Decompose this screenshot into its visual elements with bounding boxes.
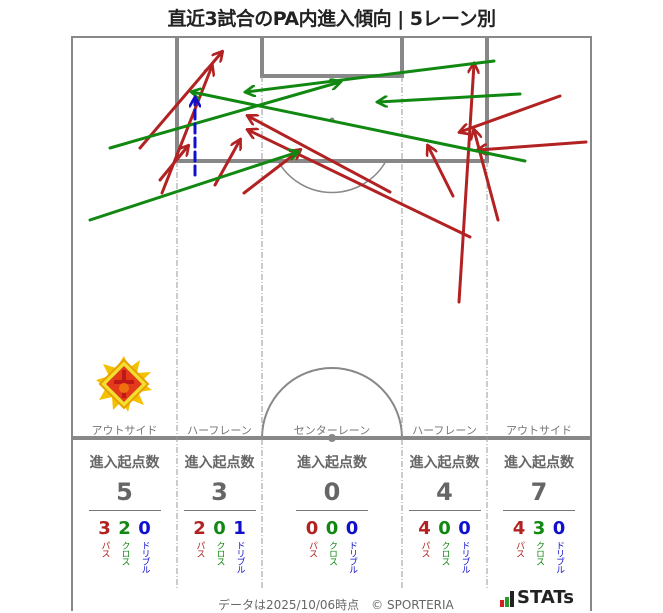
dribble-count: 0	[345, 518, 359, 539]
stat-breakdown: 4 パス 3 クロス 0 ドリブル	[487, 518, 591, 574]
pass-count: 4	[418, 518, 431, 539]
cross-label: クロス	[534, 541, 544, 565]
stat-heading: 進入起点数	[89, 455, 160, 471]
pass-count: 2	[193, 518, 206, 539]
stat-heading: 進入起点数	[409, 455, 480, 471]
dribble-count: 0	[458, 518, 471, 539]
lane-label-center: センターレーン	[293, 424, 371, 437]
stat-total: 0	[323, 478, 341, 506]
dribble-count: 0	[138, 518, 151, 539]
dribble-label: ドリブル	[554, 541, 564, 573]
stats-logo: STATs	[500, 589, 574, 607]
pass-count: 0	[305, 518, 319, 539]
penalty-arc	[277, 160, 387, 194]
pass-arrow	[428, 146, 455, 198]
divider	[503, 510, 575, 511]
pass-label: パス	[514, 541, 524, 557]
dribble-label: ドリブル	[139, 541, 150, 573]
pass-label: パス	[419, 541, 430, 557]
pass-count: 4	[512, 518, 526, 539]
lane-label-outside-right: アウトサイド	[506, 424, 572, 437]
cross-count: 0	[325, 518, 339, 539]
bar-chart-icon	[500, 591, 514, 607]
pass-arrow	[242, 150, 300, 195]
stat-breakdown: 4 パス 0 クロス 0 ドリブル	[402, 518, 487, 574]
dribble-label: ドリブル	[459, 541, 470, 573]
lane-stats-halfspace-right: 進入起点数 4 4 パス 0 クロス 0 ドリブル	[402, 452, 487, 573]
cross-label: クロス	[214, 541, 225, 565]
pass-arrow	[478, 140, 588, 150]
center-spot	[328, 434, 336, 442]
cross-arrow	[378, 92, 522, 102]
pass-label: パス	[99, 541, 110, 557]
club-emblem-icon	[96, 356, 152, 412]
pass-label: パス	[194, 541, 205, 557]
logo-text: STATs	[517, 587, 574, 608]
pass-arrow	[460, 94, 562, 132]
lane-stats-outside-left: 進入起点数 5 3 パス 2 クロス 0 ドリブル	[72, 452, 177, 573]
lane-label-outside-left: アウトサイド	[91, 424, 158, 437]
cross-arrow	[246, 59, 496, 92]
stat-heading: 進入起点数	[184, 455, 255, 471]
dribble-count: 0	[552, 518, 566, 539]
lane-stats-center: 進入起点数 0 0 パス 0 クロス 0 ドリブル	[262, 452, 402, 573]
pitch-boundary	[71, 36, 592, 611]
data-credit: データは2025/10/06時点 © SPORTERIA	[218, 598, 454, 612]
cross-label: クロス	[119, 541, 130, 565]
divider	[408, 510, 481, 511]
cross-count: 0	[213, 518, 226, 539]
cross-label: クロス	[327, 541, 337, 565]
cross-count: 3	[532, 518, 546, 539]
pass-arrow	[158, 146, 188, 182]
pass-arrow	[248, 130, 472, 239]
stat-breakdown: 2 パス 0 クロス 1 ドリブル	[177, 518, 262, 574]
chart-title: 直近3試合のPA内進入傾向 | 5レーン別	[167, 8, 496, 30]
center-circle	[261, 367, 403, 439]
pass-arrow	[248, 116, 392, 194]
pass-arrow	[474, 130, 500, 222]
cross-arrow	[108, 82, 340, 150]
stat-total: 3	[211, 478, 228, 506]
divider	[88, 510, 161, 511]
dribble-label: ドリブル	[347, 541, 357, 573]
stat-breakdown: 0 パス 0 クロス 0 ドリブル	[262, 518, 402, 574]
dribble-count: 1	[233, 518, 246, 539]
stat-total: 5	[116, 478, 133, 506]
pass-count: 3	[98, 518, 111, 539]
pass-arrow	[160, 66, 212, 195]
entry-arrows	[88, 52, 588, 304]
lane-dividers	[176, 76, 488, 590]
cross-label: クロス	[439, 541, 450, 565]
pass-arrow	[457, 64, 474, 304]
pass-arrow	[138, 52, 222, 150]
cross-count: 2	[118, 518, 131, 539]
dribble-label: ドリブル	[234, 541, 245, 573]
stat-total: 7	[530, 478, 548, 506]
divider	[183, 510, 256, 511]
lane-stats-halfspace-left: 進入起点数 3 2 パス 0 クロス 1 ドリブル	[177, 452, 262, 573]
lane-label-halfspace-right: ハーフレーン	[412, 424, 477, 437]
lane-stats-outside-right: 進入起点数 7 4 パス 3 クロス 0 ドリブル	[487, 452, 591, 573]
stat-heading: 進入起点数	[504, 455, 574, 471]
cross-arrow	[192, 92, 527, 163]
stat-heading: 進入起点数	[297, 455, 367, 471]
stat-total: 4	[436, 478, 453, 506]
pass-label: パス	[307, 541, 317, 557]
cross-arrow	[88, 152, 298, 222]
stat-breakdown: 3 パス 2 クロス 0 ドリブル	[72, 518, 177, 574]
divider	[296, 510, 368, 511]
goal-area	[260, 37, 404, 78]
cross-count: 0	[438, 518, 451, 539]
lane-label-halfspace-left: ハーフレーン	[187, 424, 252, 437]
